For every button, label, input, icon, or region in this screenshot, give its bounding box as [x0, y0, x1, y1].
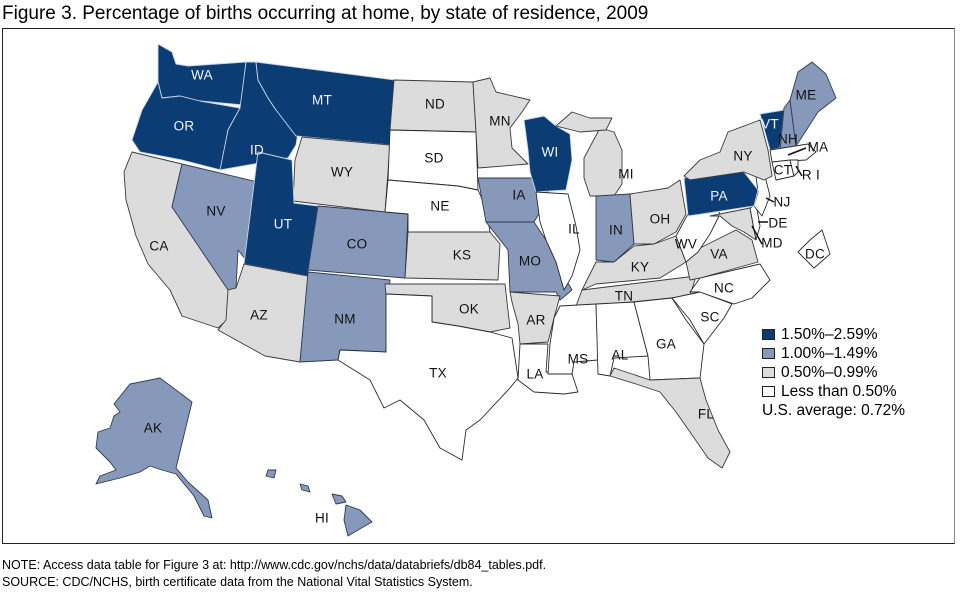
state-il — [535, 191, 581, 291]
label-md: MD — [761, 236, 783, 251]
label-ak: AK — [144, 421, 163, 436]
label-ut: UT — [274, 217, 293, 232]
label-in: IN — [609, 223, 623, 238]
legend-swatch-white — [762, 386, 775, 397]
label-la: LA — [526, 367, 543, 382]
label-tn: TN — [615, 289, 634, 304]
label-ia: IA — [512, 188, 525, 203]
state-va — [685, 229, 759, 281]
legend-swatch-dark-blue — [762, 329, 775, 340]
legend-item-mid: 1.00%–1.49% — [762, 344, 905, 363]
legend-swatch-gray — [762, 367, 775, 378]
state-ga — [633, 297, 705, 381]
label-fl: FL — [698, 407, 715, 422]
legend-item-high: 1.50%–2.59% — [762, 325, 905, 344]
label-wa: WA — [191, 68, 213, 83]
state-ny — [683, 119, 773, 181]
label-al: AL — [611, 348, 628, 363]
state-hi-maui — [331, 493, 347, 505]
label-nm: NM — [334, 312, 356, 327]
label-mt: MT — [312, 93, 332, 108]
state-mi — [583, 127, 623, 197]
label-az: AZ — [250, 308, 268, 323]
state-la — [517, 343, 579, 395]
state-dc — [797, 229, 831, 269]
label-sd: SD — [424, 151, 443, 166]
label-wy: WY — [331, 165, 353, 180]
label-va: VA — [710, 247, 728, 262]
callout-ma — [787, 147, 807, 156]
legend-label: Less than 0.50% — [781, 383, 897, 400]
label-nc: NC — [714, 281, 734, 296]
label-hi: HI — [315, 511, 329, 526]
label-mi: MI — [618, 167, 634, 182]
state-mi-up — [555, 111, 613, 133]
label-ks: KS — [453, 248, 472, 263]
us-average: U.S. average: 0.72% — [762, 402, 906, 419]
label-il: IL — [568, 222, 580, 237]
state-nj — [753, 175, 771, 217]
label-nh: NH — [778, 132, 798, 147]
state-tx — [337, 293, 519, 461]
label-wv: WV — [675, 237, 697, 252]
label-tx: TX — [429, 366, 447, 381]
label-co: CO — [347, 237, 368, 252]
state-me — [789, 61, 837, 147]
label-de: DE — [768, 216, 787, 231]
label-or: OR — [174, 119, 195, 134]
legend-item-lowest: Less than 0.50% — [762, 382, 905, 401]
map-legend: 1.50%–2.59% 1.00%–1.49% 0.50%–0.99% Less… — [762, 325, 905, 420]
legend-label: 1.00%–1.49% — [781, 345, 878, 362]
state-wy — [292, 136, 391, 213]
figure-source: SOURCE: CDC/NCHS, birth certificate data… — [2, 575, 473, 589]
legend-swatch-medium-blue — [762, 348, 775, 359]
state-hi-kauai — [265, 469, 277, 479]
callout-nj — [765, 197, 775, 203]
state-ri — [789, 159, 799, 177]
label-ms: MS — [568, 352, 589, 367]
label-ca: CA — [149, 239, 168, 254]
figure-title: Figure 3. Percentage of births occurring… — [2, 3, 649, 24]
label-oh: OH — [650, 212, 671, 227]
state-wi — [523, 115, 573, 193]
state-ak — [95, 377, 213, 519]
callout-ri — [795, 165, 803, 177]
label-nv: NV — [206, 204, 225, 219]
label-me: ME — [796, 88, 817, 103]
state-in — [595, 193, 635, 263]
label-ne: NE — [430, 199, 449, 214]
state-hi-oahu — [299, 483, 311, 493]
label-wi: WI — [541, 145, 558, 160]
state-hi-big — [343, 504, 373, 537]
legend-label: 0.50%–0.99% — [781, 364, 878, 381]
label-ok: OK — [459, 302, 479, 317]
label-ny: NY — [733, 149, 752, 164]
label-ct: CT — [774, 163, 793, 178]
legend-label: 1.50%–2.59% — [781, 326, 878, 343]
label-dc: DC — [805, 247, 825, 262]
state-oh — [629, 179, 687, 245]
label-ar: AR — [526, 313, 545, 328]
state-ks — [404, 231, 501, 281]
state-mn — [472, 77, 531, 169]
state-ar — [509, 291, 561, 345]
state-mo — [485, 221, 573, 301]
label-nd: ND — [425, 97, 445, 112]
state-fl — [609, 367, 731, 469]
label-ky: KY — [631, 260, 650, 275]
label-sc: SC — [700, 310, 719, 325]
legend-item-low: 0.50%–0.99% — [762, 363, 905, 382]
label-mo: MO — [519, 254, 541, 269]
figure-note: NOTE: Access data table for Figure 3 at:… — [2, 558, 547, 572]
label-id: ID — [250, 143, 264, 158]
label-pa: PA — [710, 189, 728, 204]
label-mn: MN — [489, 114, 511, 129]
callout-md — [751, 225, 763, 245]
label-ma: MA — [808, 140, 829, 155]
label-ri: R I — [802, 168, 820, 183]
label-vt: VT — [761, 117, 779, 132]
label-nj: NJ — [773, 195, 790, 210]
label-ga: GA — [656, 337, 676, 352]
